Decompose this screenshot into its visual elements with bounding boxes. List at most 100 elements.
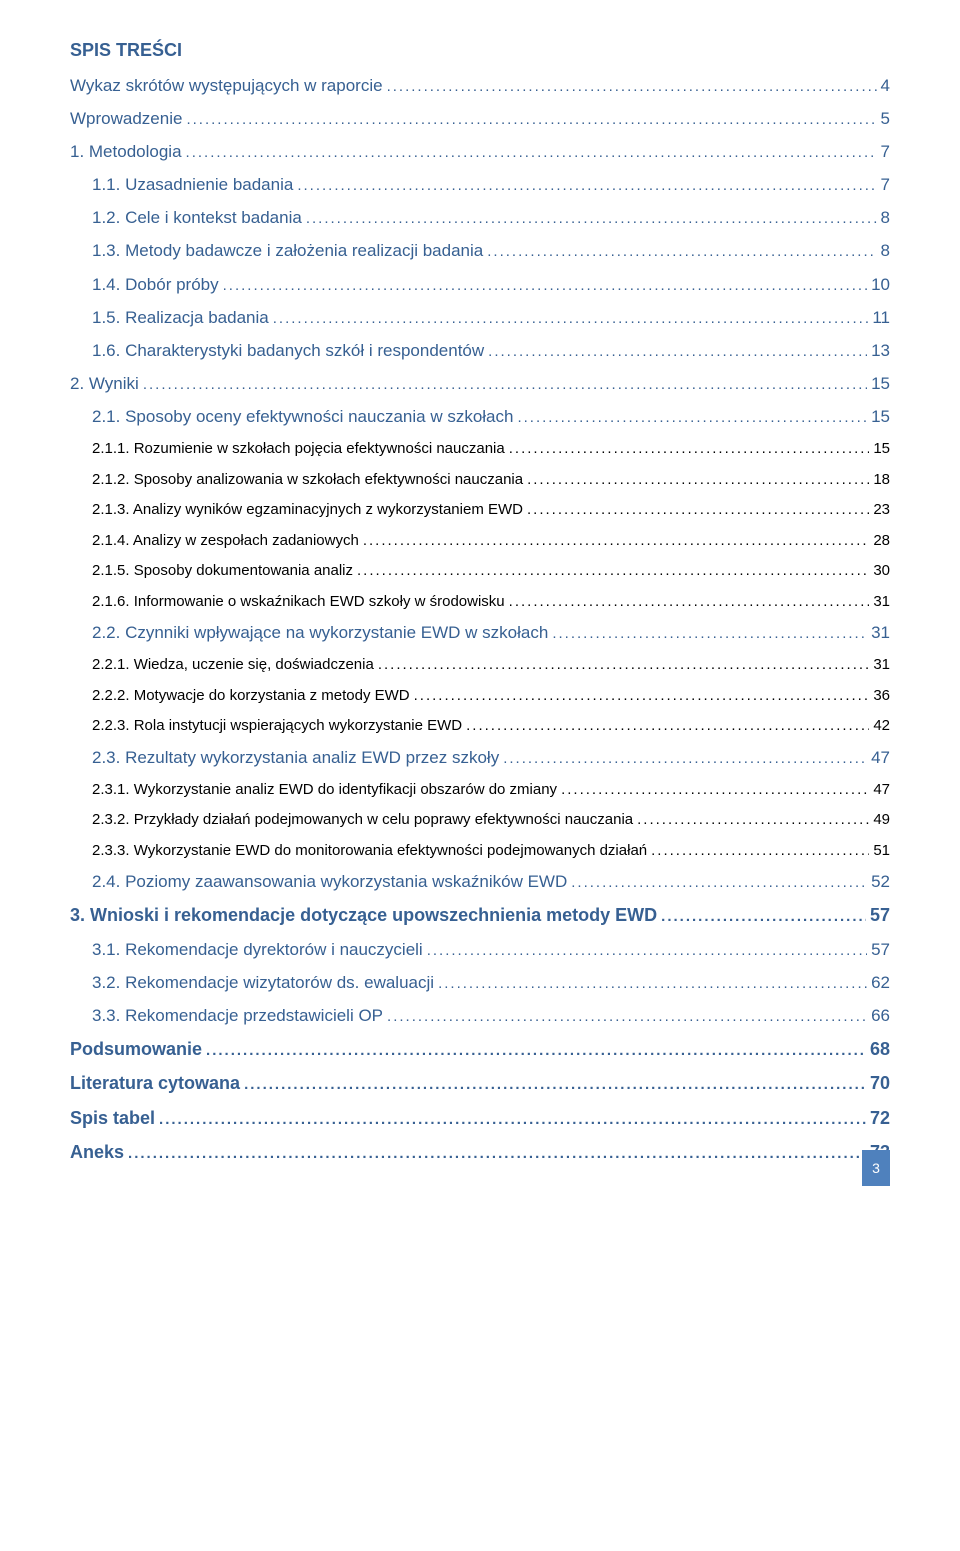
toc-entry[interactable]: 2.1. Sposoby oceny efektywności nauczani… [92, 406, 890, 428]
toc-entry-page: 7 [881, 141, 890, 163]
toc-entry-label: Wykaz skrótów występujących w raporcie [70, 75, 383, 97]
toc-entry[interactable]: 2.2.1. Wiedza, uczenie się, doświadczeni… [92, 655, 890, 675]
toc-leader-dots [438, 974, 867, 994]
toc-entry[interactable]: 3.1. Rekomendacje dyrektorów i nauczycie… [92, 939, 890, 961]
toc-leader-dots [651, 841, 869, 861]
toc-entry-page: 68 [870, 1038, 890, 1061]
toc-leader-dots [128, 1144, 866, 1164]
toc-entry-label: 3.3. Rekomendacje przedstawicieli OP [92, 1005, 383, 1027]
toc-entry[interactable]: 2.1.6. Informowanie o wskaźnikach EWD sz… [92, 592, 890, 612]
toc-leader-dots [517, 408, 867, 428]
toc-entry[interactable]: 2.1.2. Sposoby analizowania w szkołach e… [92, 470, 890, 490]
toc-entry[interactable]: 1.3. Metody badawcze i założenia realiza… [92, 240, 890, 262]
toc-leader-dots [273, 309, 869, 329]
toc-entry-label: Wprowadzenie [70, 108, 182, 130]
toc-entry-label: 1.5. Realizacja badania [92, 307, 269, 329]
toc-leader-dots [357, 561, 869, 581]
toc-entry-label: Aneks [70, 1141, 124, 1164]
toc-entry-label: 2.1.3. Analizy wyników egzaminacyjnych z… [92, 500, 523, 520]
toc-entry[interactable]: 1.2. Cele i kontekst badania8 [92, 207, 890, 229]
toc-entry[interactable]: 2.1.4. Analizy w zespołach zadaniowych28 [92, 531, 890, 551]
page-number-badge: 3 [862, 1150, 890, 1186]
toc-entry[interactable]: 2.1.3. Analizy wyników egzaminacyjnych z… [92, 500, 890, 520]
toc-leader-dots [363, 531, 869, 551]
toc-entry[interactable]: Podsumowanie68 [70, 1038, 890, 1061]
toc-entry-page: 30 [873, 561, 890, 581]
toc-entry[interactable]: 2.2.2. Motywacje do korzystania z metody… [92, 686, 890, 706]
toc-entry-page: 18 [873, 470, 890, 490]
toc-leader-dots [488, 342, 867, 362]
toc-entry[interactable]: 1.1. Uzasadnienie badania7 [92, 174, 890, 196]
toc-entry-page: 51 [873, 841, 890, 861]
toc-entry[interactable]: 3.2. Rekomendacje wizytatorów ds. ewalua… [92, 972, 890, 994]
toc-entry-page: 52 [871, 871, 890, 893]
toc-leader-dots [427, 941, 867, 961]
toc-entry[interactable]: Literatura cytowana70 [70, 1072, 890, 1095]
toc-entry[interactable]: 2.2. Czynniki wpływające na wykorzystani… [92, 622, 890, 644]
toc-entry[interactable]: Wykaz skrótów występujących w raporcie4 [70, 75, 890, 97]
toc-entry-label: 1. Metodologia [70, 141, 182, 163]
toc-entry[interactable]: 2.1.1. Rozumienie w szkołach pojęcia efe… [92, 439, 890, 459]
toc-leader-dots [527, 500, 869, 520]
toc-leader-dots [159, 1110, 866, 1130]
toc-entry-label: 2.1.2. Sposoby analizowania w szkołach e… [92, 470, 523, 490]
toc-leader-dots [527, 470, 869, 490]
toc-entry[interactable]: Wprowadzenie5 [70, 108, 890, 130]
toc-entry-page: 7 [881, 174, 890, 196]
toc-entry-page: 62 [871, 972, 890, 994]
toc-entry-label: 2.2.3. Rola instytucji wspierających wyk… [92, 716, 462, 736]
toc-entry-label: Spis tabel [70, 1107, 155, 1130]
toc-leader-dots [466, 716, 869, 736]
toc-entry[interactable]: 2.3.3. Wykorzystanie EWD do monitorowani… [92, 841, 890, 861]
toc-leader-dots [297, 176, 876, 196]
toc-entry-label: 2.1.6. Informowanie o wskaźnikach EWD sz… [92, 592, 505, 612]
toc-entry[interactable]: Aneks73 [70, 1141, 890, 1164]
toc-entry[interactable]: 1.4. Dobór próby10 [92, 274, 890, 296]
toc-entry-page: 57 [870, 904, 890, 927]
toc-entry-page: 31 [873, 592, 890, 612]
toc-entry[interactable]: 1. Metodologia 7 [70, 141, 890, 163]
toc-entry-label: 1.2. Cele i kontekst badania [92, 207, 302, 229]
toc-entry-label: 2.2.2. Motywacje do korzystania z metody… [92, 686, 410, 706]
toc-entry-label: 2.2.1. Wiedza, uczenie się, doświadczeni… [92, 655, 374, 675]
toc-leader-dots [387, 1007, 867, 1027]
toc-entry-page: 11 [872, 307, 890, 329]
toc-leader-dots [206, 1041, 866, 1061]
toc-entry-label: 1.6. Charakterystyki badanych szkół i re… [92, 340, 484, 362]
toc-entry-label: 1.4. Dobór próby [92, 274, 219, 296]
toc-entry[interactable]: 2.2.3. Rola instytucji wspierających wyk… [92, 716, 890, 736]
toc-entry[interactable]: 3. Wnioski i rekomendacje dotyczące upow… [70, 904, 890, 927]
toc-entry-page: 15 [873, 439, 890, 459]
toc-leader-dots [223, 276, 867, 296]
toc-leader-dots [387, 77, 877, 97]
toc-entry[interactable]: 3.3. Rekomendacje przedstawicieli OP 66 [92, 1005, 890, 1027]
toc-entry-page: 42 [873, 716, 890, 736]
toc-entry-page: 49 [873, 810, 890, 830]
toc-entry[interactable]: 2.3.1. Wykorzystanie analiz EWD do ident… [92, 780, 890, 800]
toc-leader-dots [661, 907, 866, 927]
toc-entry-page: 31 [873, 655, 890, 675]
toc-entry-page: 57 [871, 939, 890, 961]
toc-leader-dots [244, 1075, 866, 1095]
toc-entry[interactable]: 1.5. Realizacja badania 11 [92, 307, 890, 329]
toc-entry-label: 2.3.2. Przykłady działań podejmowanych w… [92, 810, 633, 830]
toc-leader-dots [552, 624, 867, 644]
toc-entry-page: 70 [870, 1072, 890, 1095]
toc-entry[interactable]: 2.3.2. Przykłady działań podejmowanych w… [92, 810, 890, 830]
toc-entry-label: 2.2. Czynniki wpływające na wykorzystani… [92, 622, 548, 644]
toc-entry[interactable]: 1.6. Charakterystyki badanych szkół i re… [92, 340, 890, 362]
toc-entry[interactable]: Spis tabel72 [70, 1107, 890, 1130]
toc-entry-page: 66 [871, 1005, 890, 1027]
toc-entry-page: 8 [881, 240, 890, 262]
toc-entry[interactable]: 2.1.5. Sposoby dokumentowania analiz30 [92, 561, 890, 581]
toc-entry-label: 2.3. Rezultaty wykorzystania analiz EWD … [92, 747, 499, 769]
toc-list: Wykaz skrótów występujących w raporcie4W… [70, 75, 890, 1165]
toc-leader-dots [414, 686, 870, 706]
toc-entry-label: 3.1. Rekomendacje dyrektorów i nauczycie… [92, 939, 423, 961]
toc-entry-label: 3. Wnioski i rekomendacje dotyczące upow… [70, 904, 657, 927]
toc-entry[interactable]: 2. Wyniki15 [70, 373, 890, 395]
toc-entry-label: 3.2. Rekomendacje wizytatorów ds. ewalua… [92, 972, 434, 994]
toc-entry[interactable]: 2.4. Poziomy zaawansowania wykorzystania… [92, 871, 890, 893]
toc-entry-page: 28 [873, 531, 890, 551]
toc-entry[interactable]: 2.3. Rezultaty wykorzystania analiz EWD … [92, 747, 890, 769]
